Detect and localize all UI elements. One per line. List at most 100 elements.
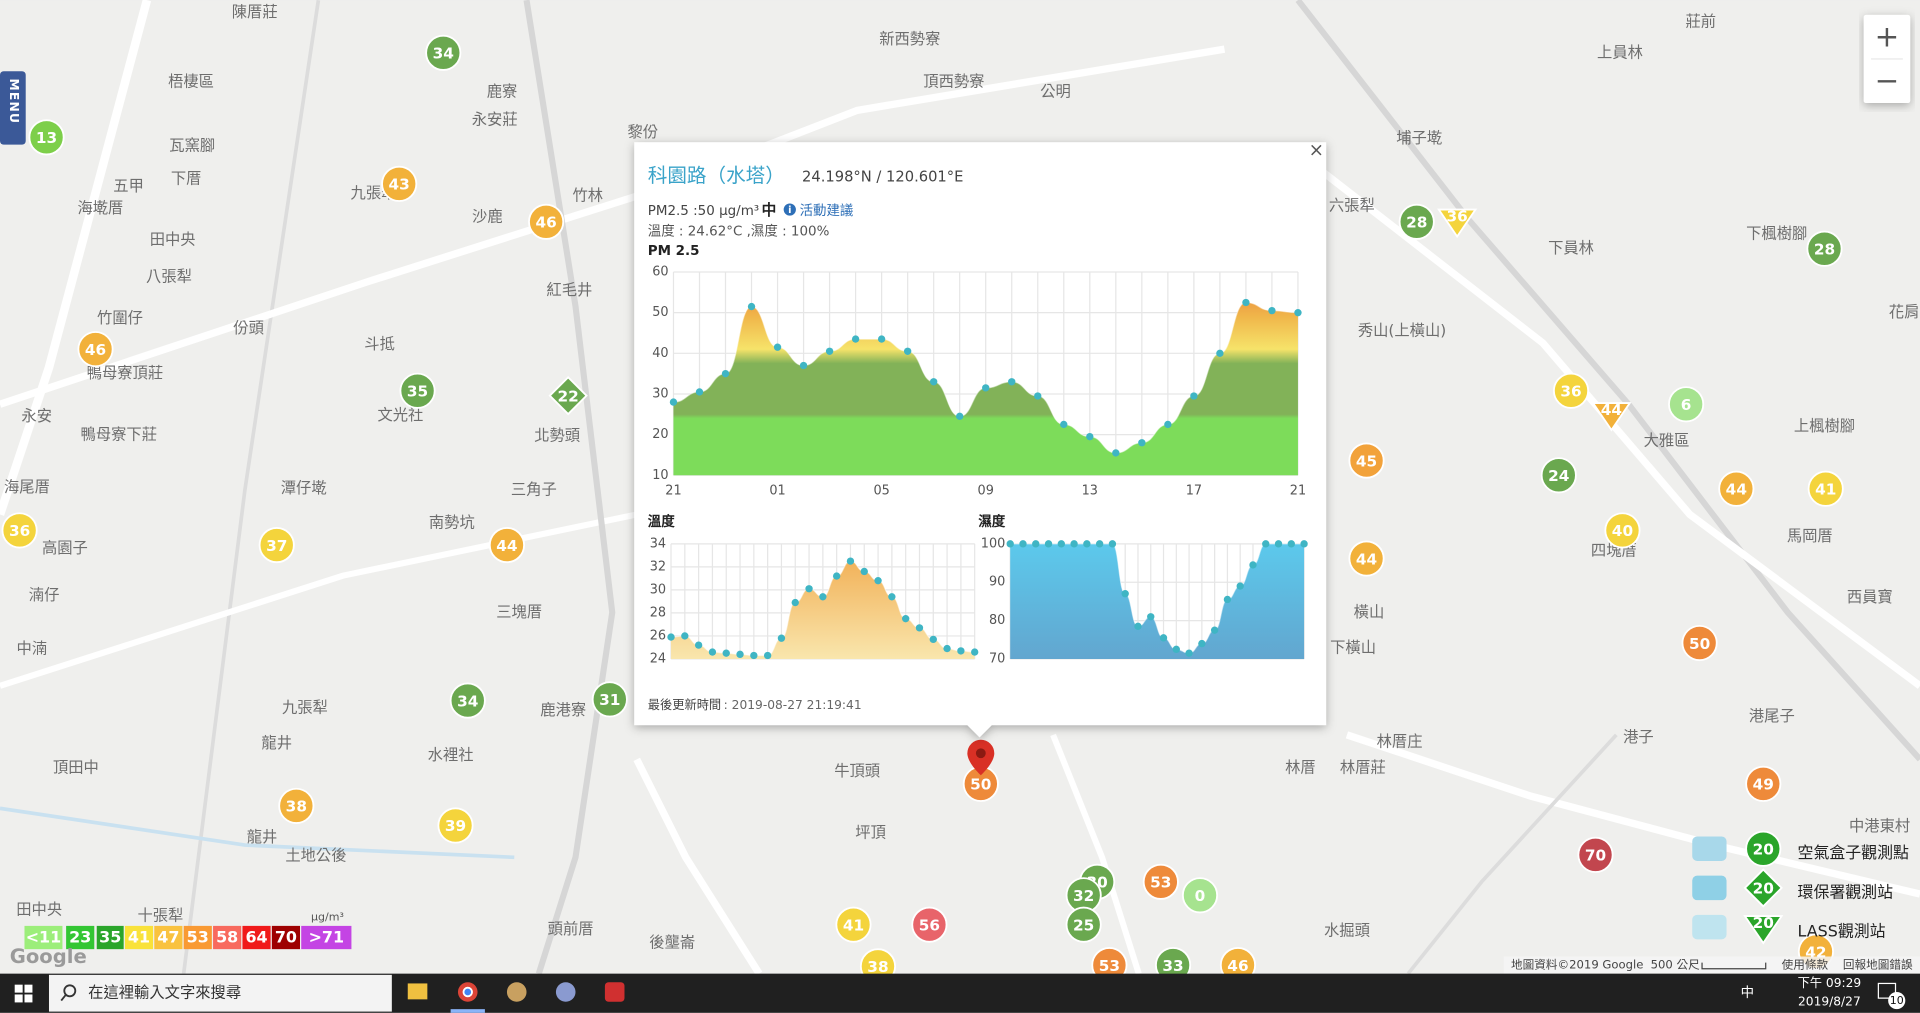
marker-circle[interactable] xyxy=(1745,830,1782,867)
menu-label[interactable]: MENU xyxy=(7,79,21,125)
popup-close[interactable]: × xyxy=(1309,140,1324,161)
data-point xyxy=(1159,634,1168,642)
explorer-icon[interactable] xyxy=(407,983,428,1000)
data-point xyxy=(851,335,860,343)
marker-circle[interactable] xyxy=(1681,624,1718,662)
place-label: 牛頂頭 xyxy=(834,762,880,780)
win-tile xyxy=(24,994,33,1003)
data-point xyxy=(721,369,730,378)
data-point xyxy=(1223,595,1232,604)
info-icon[interactable] xyxy=(783,203,796,216)
marker-triangle[interactable] xyxy=(1437,208,1478,239)
road xyxy=(1345,731,1920,898)
marker-circle[interactable] xyxy=(28,119,65,156)
marker-circle[interactable] xyxy=(835,906,872,943)
station-icon xyxy=(1692,836,1727,861)
place-label: 下員林 xyxy=(1548,239,1594,257)
data-point xyxy=(1190,392,1198,400)
marker-circle[interactable] xyxy=(381,165,418,202)
marker-circle[interactable] xyxy=(1348,540,1385,577)
marker-circle[interactable] xyxy=(1142,863,1179,900)
place-label: 六張犁 xyxy=(1329,196,1375,214)
terms-link[interactable]: 使用條款 xyxy=(1782,958,1829,972)
pin-dot xyxy=(975,748,986,759)
marker-circle[interactable] xyxy=(1398,203,1435,240)
app-icon[interactable] xyxy=(506,982,527,1002)
marker-circle[interactable] xyxy=(1181,877,1219,914)
attribution: 地圖資料©2019 Google xyxy=(1511,958,1643,972)
advice-link[interactable]: 活動建議 xyxy=(800,203,854,219)
marker-circle[interactable] xyxy=(1718,470,1755,507)
data-point xyxy=(1249,561,1257,569)
marker-value: 49 xyxy=(1753,776,1774,794)
marker-circle[interactable] xyxy=(449,682,486,719)
app-icon[interactable] xyxy=(555,982,576,1002)
marker-value: 6 xyxy=(1681,396,1692,414)
marker-circle[interactable] xyxy=(1806,230,1843,267)
clock-date[interactable]: 2019/8/27 xyxy=(1798,994,1861,1008)
y-tick-label: 10 xyxy=(652,468,668,483)
y-tick-label: 28 xyxy=(650,605,666,620)
env-reading: 溫度 : 24.62°C ,濕度 : 100% xyxy=(648,224,830,240)
start-button[interactable] xyxy=(14,984,33,1003)
river xyxy=(0,806,515,860)
marker-circle[interactable] xyxy=(437,807,474,844)
place-label: 下橫山 xyxy=(1330,638,1376,656)
road xyxy=(1406,733,1618,975)
data-point xyxy=(1086,432,1094,441)
marker-circle[interactable] xyxy=(911,906,948,943)
marker-value: 56 xyxy=(919,916,940,934)
marker-circle[interactable] xyxy=(1604,512,1641,549)
marker-triangle[interactable] xyxy=(1591,402,1632,432)
search-placeholder[interactable]: 在這裡輸入文字來搜尋 xyxy=(88,984,241,1002)
marker-circle[interactable] xyxy=(1577,836,1614,873)
marker-circle[interactable] xyxy=(1807,470,1844,507)
legend-swatch xyxy=(154,925,183,950)
marker-circle[interactable] xyxy=(1540,457,1577,494)
marker-circle[interactable] xyxy=(1745,765,1782,802)
marker-circle[interactable] xyxy=(1065,906,1102,943)
marker-circle[interactable] xyxy=(258,527,295,564)
menu-tab[interactable] xyxy=(0,71,26,145)
marker-value: 38 xyxy=(867,958,888,976)
ime-indicator[interactable]: 中 xyxy=(1741,985,1754,1001)
place-label: 西員寶 xyxy=(1847,588,1893,606)
clock-time[interactable]: 下午 09:29 xyxy=(1798,976,1862,990)
station-icon xyxy=(1692,875,1727,901)
marker-circle[interactable] xyxy=(1348,442,1385,479)
marker-circle[interactable] xyxy=(399,372,436,409)
data-point xyxy=(1147,613,1155,621)
place-label: 湳仔 xyxy=(29,586,60,604)
legend-swatch xyxy=(213,925,242,950)
search-box[interactable] xyxy=(48,974,392,1012)
marker-triangle[interactable] xyxy=(1743,915,1784,945)
place-label: 十張犁 xyxy=(137,907,183,925)
data-point xyxy=(1138,439,1146,447)
zoom-in[interactable]: + xyxy=(1875,20,1900,54)
place-label: 海墘厝 xyxy=(77,199,123,217)
zoom-out[interactable]: − xyxy=(1875,64,1900,98)
data-point xyxy=(957,647,965,655)
marker-circle[interactable] xyxy=(77,331,114,368)
marker-value: 24 xyxy=(1548,467,1569,485)
report-link[interactable]: 回報地圖錯誤 xyxy=(1843,958,1913,972)
marker-circle[interactable] xyxy=(278,787,315,824)
marker-circle[interactable] xyxy=(1,512,38,549)
app-icon[interactable] xyxy=(604,982,625,1002)
place-label: 南勢坑 xyxy=(429,514,475,532)
place-label: 八張犁 xyxy=(146,267,192,285)
marker-circle[interactable] xyxy=(425,34,462,71)
place-label: 公明 xyxy=(1040,83,1071,101)
marker-circle[interactable] xyxy=(528,203,565,240)
marker-circle[interactable] xyxy=(1552,372,1590,409)
marker-circle[interactable] xyxy=(1668,386,1705,423)
notification-icon[interactable] xyxy=(1877,982,1897,999)
legend-swatch xyxy=(242,925,271,950)
marker-diamond[interactable] xyxy=(1743,868,1783,908)
marker-circle[interactable] xyxy=(591,681,628,718)
marker-circle[interactable] xyxy=(488,527,525,564)
place-label: 上楓樹腳 xyxy=(1794,417,1855,435)
place-label: 鹿港寮 xyxy=(540,701,586,719)
place-label: 五甲 xyxy=(113,177,144,195)
marker-diamond[interactable] xyxy=(548,376,588,416)
